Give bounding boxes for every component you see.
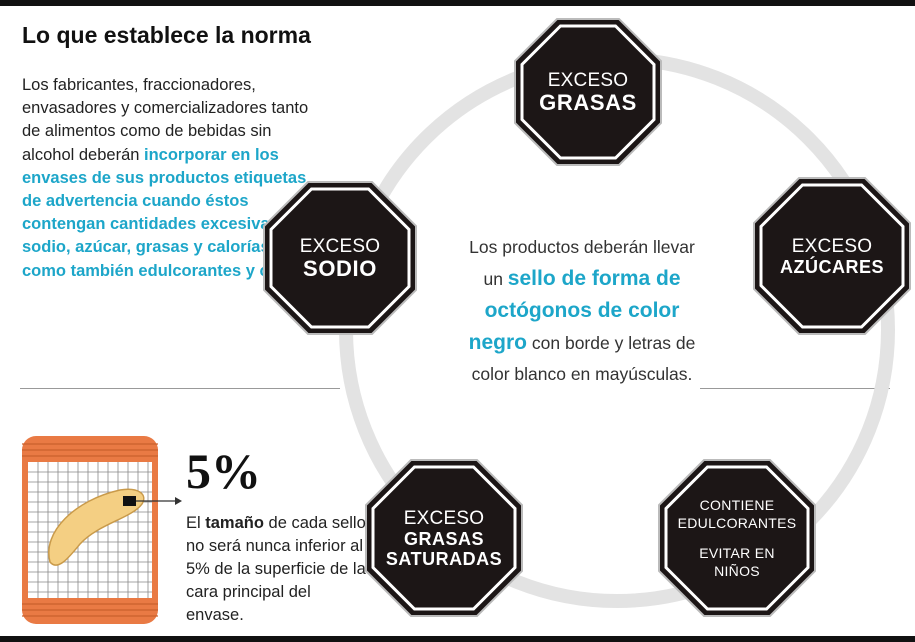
divider-left bbox=[20, 388, 340, 389]
center-text-2: con borde y letras de color blanco en ma… bbox=[471, 333, 696, 384]
seal-line1: EXCESO bbox=[791, 235, 873, 257]
seal-line2: SODIO bbox=[303, 255, 377, 281]
package-illustration bbox=[22, 436, 182, 624]
seal-line3: EVITAR EN bbox=[699, 545, 775, 561]
seal-line4: NIÑOS bbox=[714, 563, 760, 579]
seal-line1: EXCESO bbox=[403, 507, 485, 529]
octagon-shape bbox=[753, 177, 911, 335]
seal-line2: AZÚCARES bbox=[779, 256, 884, 277]
percent-value: 5% bbox=[186, 443, 261, 499]
center-text-1: Los productos deberán llevar un bbox=[469, 237, 695, 289]
center-text: Los productos deberán llevar un sello de… bbox=[462, 232, 702, 390]
seal-exceso-sodio: EXCESO SODIO bbox=[262, 180, 418, 336]
seal-line2: GRASAS bbox=[539, 89, 637, 115]
octagon-shape bbox=[263, 181, 417, 335]
seal-contiene-edulcorantes: CONTIENE EDULCORANTES EVITAR EN NIÑOS bbox=[657, 458, 817, 618]
size-note-bold: tamaño bbox=[205, 514, 264, 532]
page-title: Lo que establece la norma bbox=[22, 22, 311, 48]
size-note: El tamaño de cada sello no será nunca in… bbox=[186, 512, 366, 627]
seal-line1: CONTIENE bbox=[699, 497, 775, 513]
seal-line1: EXCESO bbox=[547, 69, 629, 91]
divider-right bbox=[700, 388, 890, 389]
octagon-shape bbox=[658, 459, 816, 617]
octagon-shape bbox=[514, 18, 662, 166]
bottom-rule bbox=[0, 636, 915, 642]
center-highlight: sello de forma de octógonos de color neg… bbox=[468, 267, 681, 354]
seal-exceso-grasas: EXCESO GRASAS bbox=[513, 17, 663, 167]
octagon-shape bbox=[365, 459, 523, 617]
seal-line3: SATURADAS bbox=[385, 548, 503, 569]
seal-exceso-grasas-saturadas: EXCESO GRASAS SATURADAS bbox=[364, 458, 524, 618]
top-rule bbox=[0, 0, 915, 6]
seal-indicator bbox=[123, 496, 182, 506]
seal-line1: EXCESO bbox=[299, 235, 381, 257]
intro-text: Los fabricantes, fraccionadores, envasad… bbox=[22, 76, 309, 164]
intro-paragraph: Los fabricantes, fraccionadores, envasad… bbox=[22, 74, 322, 283]
seal-line2: EDULCORANTES bbox=[677, 515, 797, 531]
intro-highlight: incorporar en los envases de sus product… bbox=[22, 145, 317, 280]
size-note-text-2: de cada sello no será nunca inferior al … bbox=[186, 514, 366, 624]
size-note-text-1: El bbox=[186, 514, 206, 532]
seal-exceso-azucares: EXCESO AZÚCARES bbox=[752, 176, 912, 336]
seal-line2: GRASAS bbox=[403, 528, 484, 549]
package-body bbox=[22, 436, 158, 624]
